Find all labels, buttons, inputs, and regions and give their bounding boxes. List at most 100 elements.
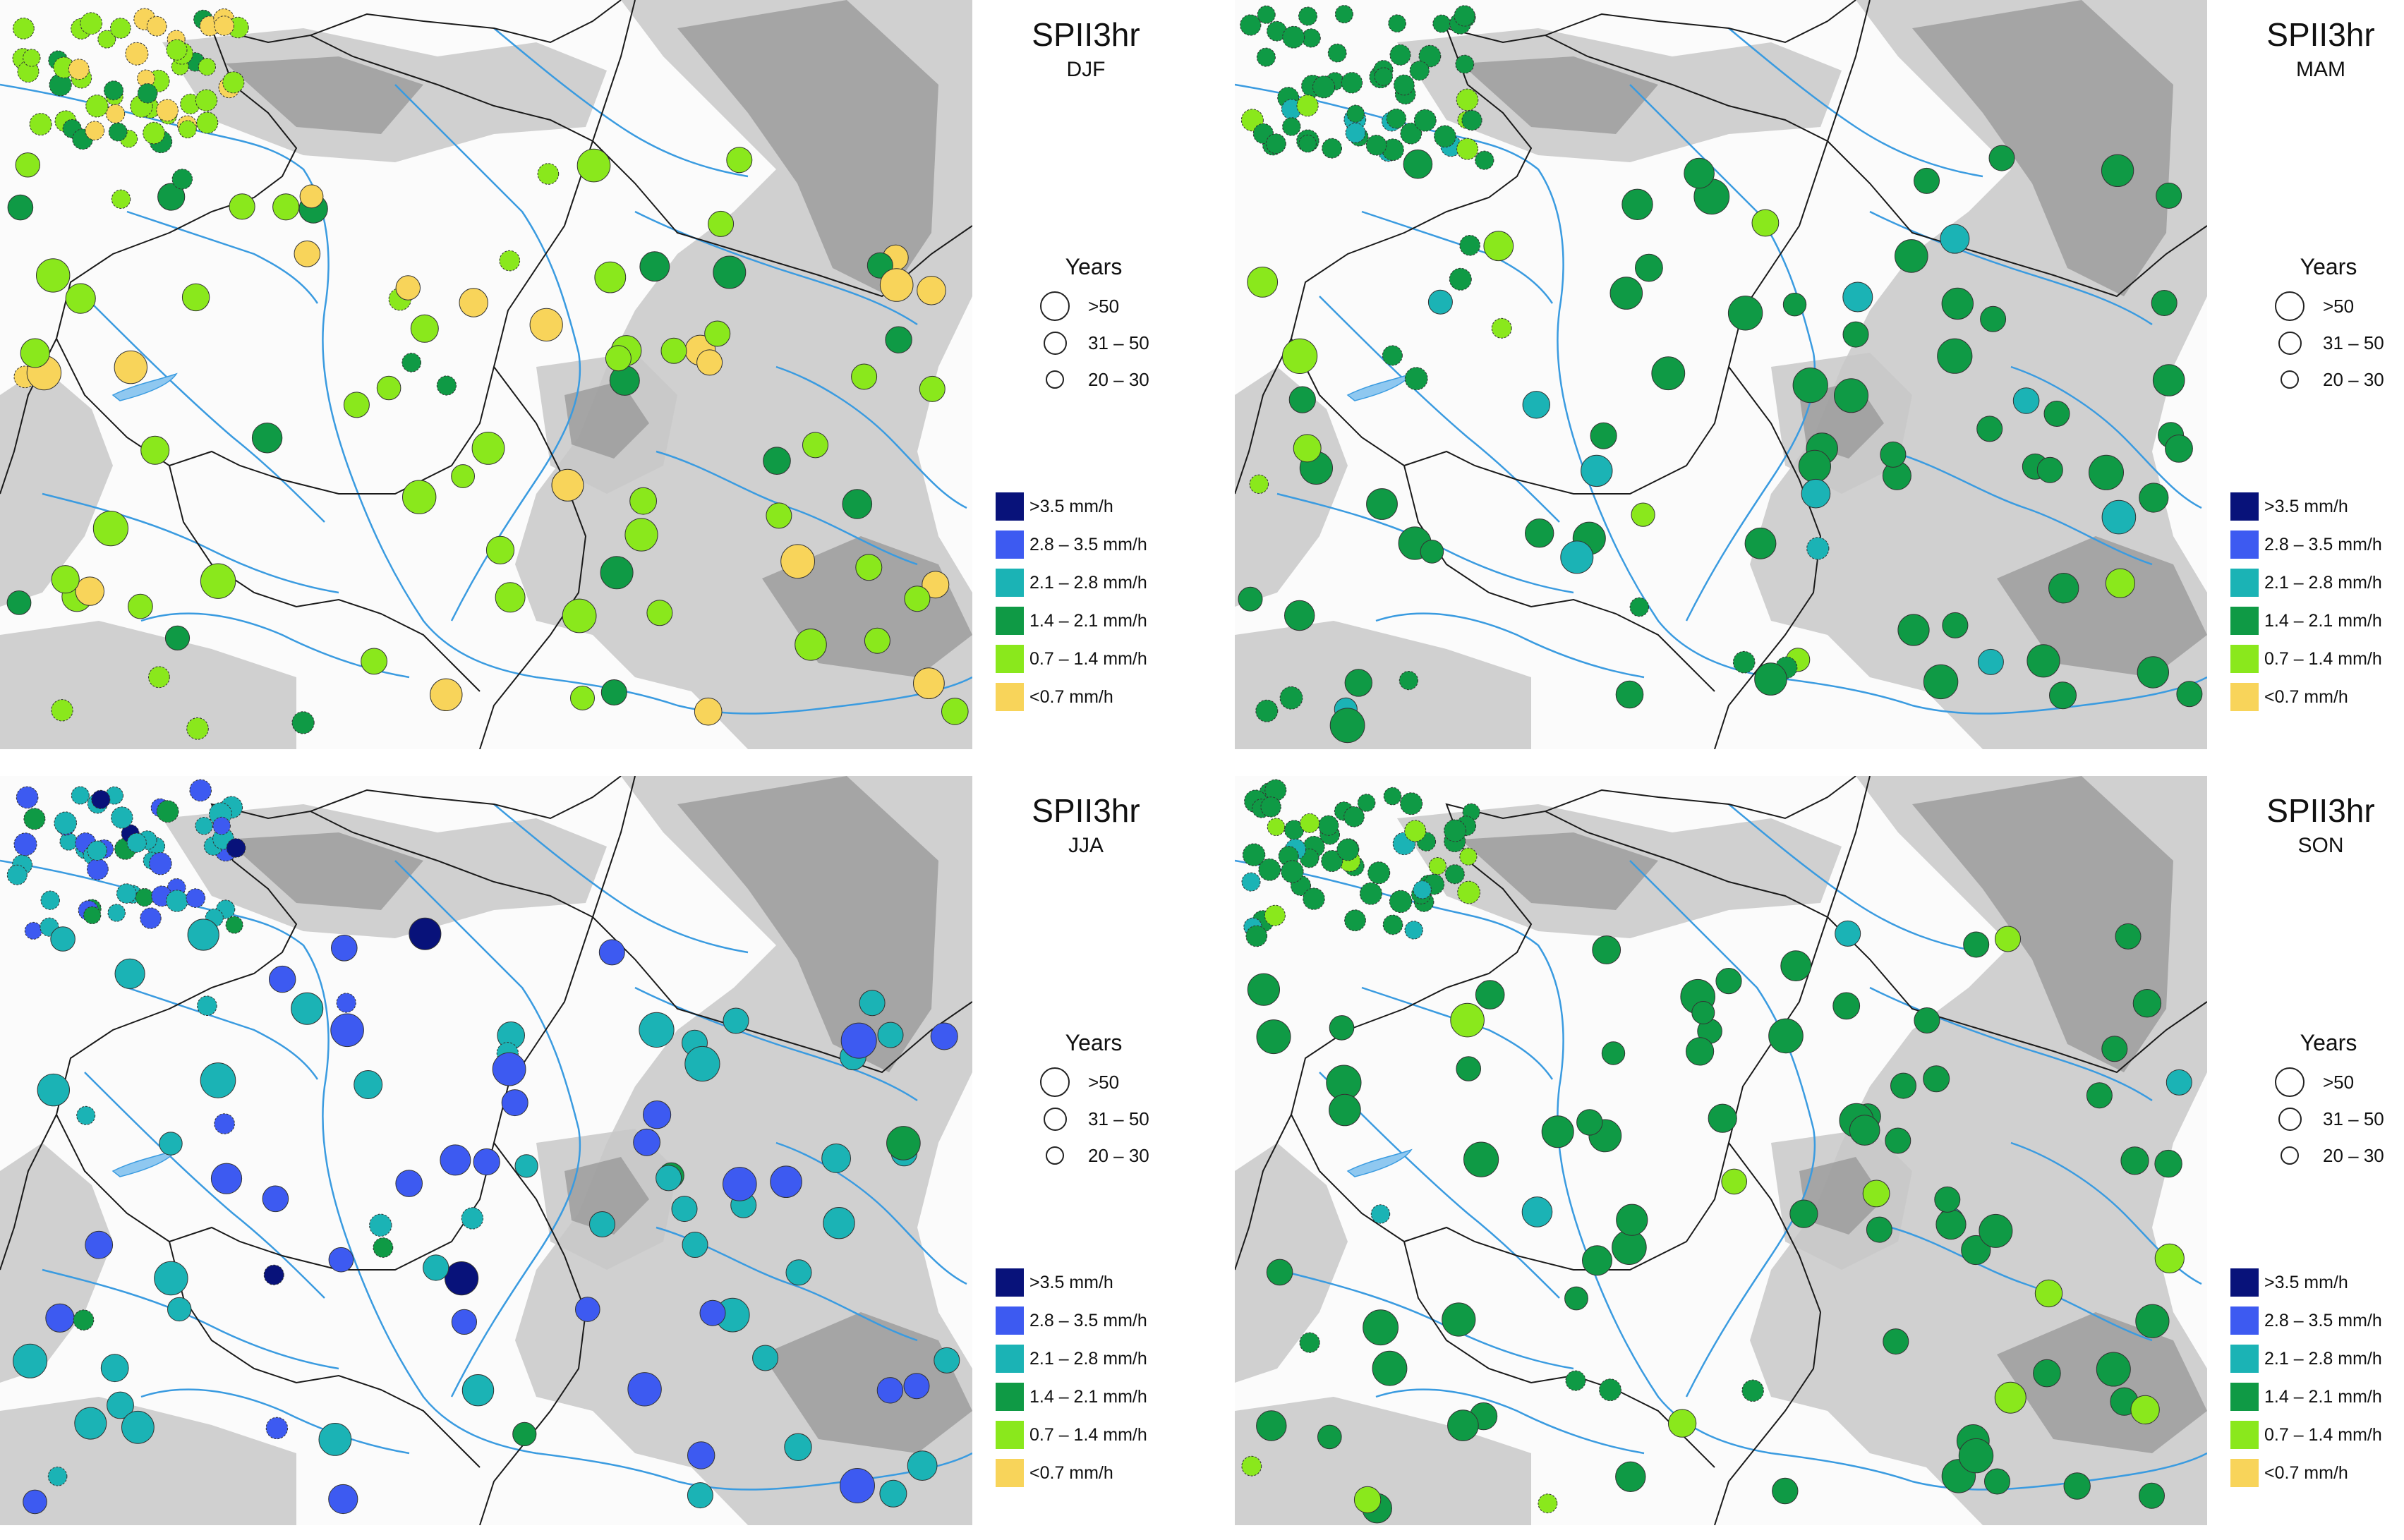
station-marker [1353,1486,1382,1514]
river-line [126,986,319,1080]
border-line [1827,916,2207,1074]
station-marker [1958,1438,1994,1474]
relief-core-shape [1461,832,1658,910]
border-line [592,776,636,918]
station-marker [934,1347,960,1374]
station-marker [1359,882,1382,905]
border-line [1545,776,1856,820]
circle-medium-icon [1043,1107,1067,1131]
river-line [1375,612,1645,679]
station-marker [1615,680,1644,709]
station-marker [696,349,723,376]
station-marker [1923,1065,1950,1093]
station-marker [140,435,170,465]
station-marker [2086,1082,2113,1109]
border-line [55,27,594,495]
map-svg [1235,776,2207,1525]
station-marker [1389,890,1413,914]
station-marker [576,148,611,183]
station-marker [65,283,96,314]
years-legend-item: 31 – 50 [1037,1102,1149,1136]
station-marker [157,183,186,211]
station-marker [624,518,658,552]
class-legend-item: 2.8 – 3.5 mm/h [2230,1305,2382,1336]
swatch-icon [2230,645,2259,673]
station-marker [1768,1018,1804,1054]
station-marker [627,1372,662,1407]
station-marker [71,786,90,805]
circle-large-icon [2275,291,2305,321]
years-legend-item: >50 [1037,289,1119,323]
station-marker [166,890,188,912]
circle-medium-icon [1043,331,1067,355]
station-marker [187,918,219,951]
river-line [1629,84,1816,622]
station-marker [1428,857,1446,875]
station-marker [2176,681,2203,708]
station-marker [1432,14,1451,33]
station-marker [1450,1002,1485,1038]
station-marker [1413,880,1432,899]
station-marker [879,1479,907,1508]
relief-core-shape [1799,1157,1884,1235]
station-marker [1897,614,1930,646]
border-line [310,776,622,820]
swatch-icon [996,569,1024,597]
station-marker [291,711,315,734]
river-line [42,1268,339,1370]
river-line [0,859,972,1491]
station-marker [291,992,324,1025]
class-legend-item: 2.1 – 2.8 mm/h [996,567,1147,598]
station-marker [1463,1141,1499,1177]
station-marker [2101,1036,2128,1062]
station-marker [1365,135,1387,156]
station-marker [643,1101,672,1129]
class-legend-item: 0.7 – 1.4 mm/h [996,643,1147,674]
station-marker [1483,231,1514,262]
station-marker [1256,47,1276,67]
station-marker [763,447,791,475]
station-marker [2096,1352,2131,1387]
station-marker [461,1374,495,1407]
station-marker [1582,1245,1612,1276]
station-marker [2049,681,2077,710]
station-marker [1374,67,1394,86]
station-marker [100,1354,129,1383]
station-marker [1329,1093,1361,1127]
station-marker [512,1421,537,1447]
class-legend-item: 1.4 – 2.1 mm/h [2230,1381,2382,1412]
station-marker [1988,145,2015,171]
station-map [0,0,972,749]
panel-title: SPII3hr [1032,792,1140,829]
station-marker [1238,586,1263,612]
border-line [1290,803,1829,1271]
station-marker [1849,1115,1880,1146]
station-marker [328,1247,354,1273]
relief-shape [0,367,113,607]
station-marker [137,83,158,104]
station-marker [1455,54,1475,74]
station-marker [126,832,147,853]
station-layer [6,8,969,740]
station-map [1235,776,2207,1525]
river-line [1361,210,1554,304]
station-marker [660,337,687,364]
station-marker [1866,1216,1892,1243]
border-line [1235,1114,1292,1271]
station-marker [137,69,155,88]
station-marker [1691,1001,1715,1024]
station-marker [879,268,914,302]
station-marker [922,571,950,599]
station-marker [1782,293,1807,317]
station-marker [51,699,73,722]
swatch-icon [2230,1459,2259,1487]
station-marker [1346,104,1365,123]
river-layer [0,28,972,715]
station-marker [336,993,356,1013]
relief-core-shape [1912,776,2173,1072]
relief-core-shape [1997,536,2207,677]
station-marker [459,288,488,317]
river-line [126,210,319,304]
station-marker [73,1309,95,1331]
river-line [1629,860,1816,1397]
